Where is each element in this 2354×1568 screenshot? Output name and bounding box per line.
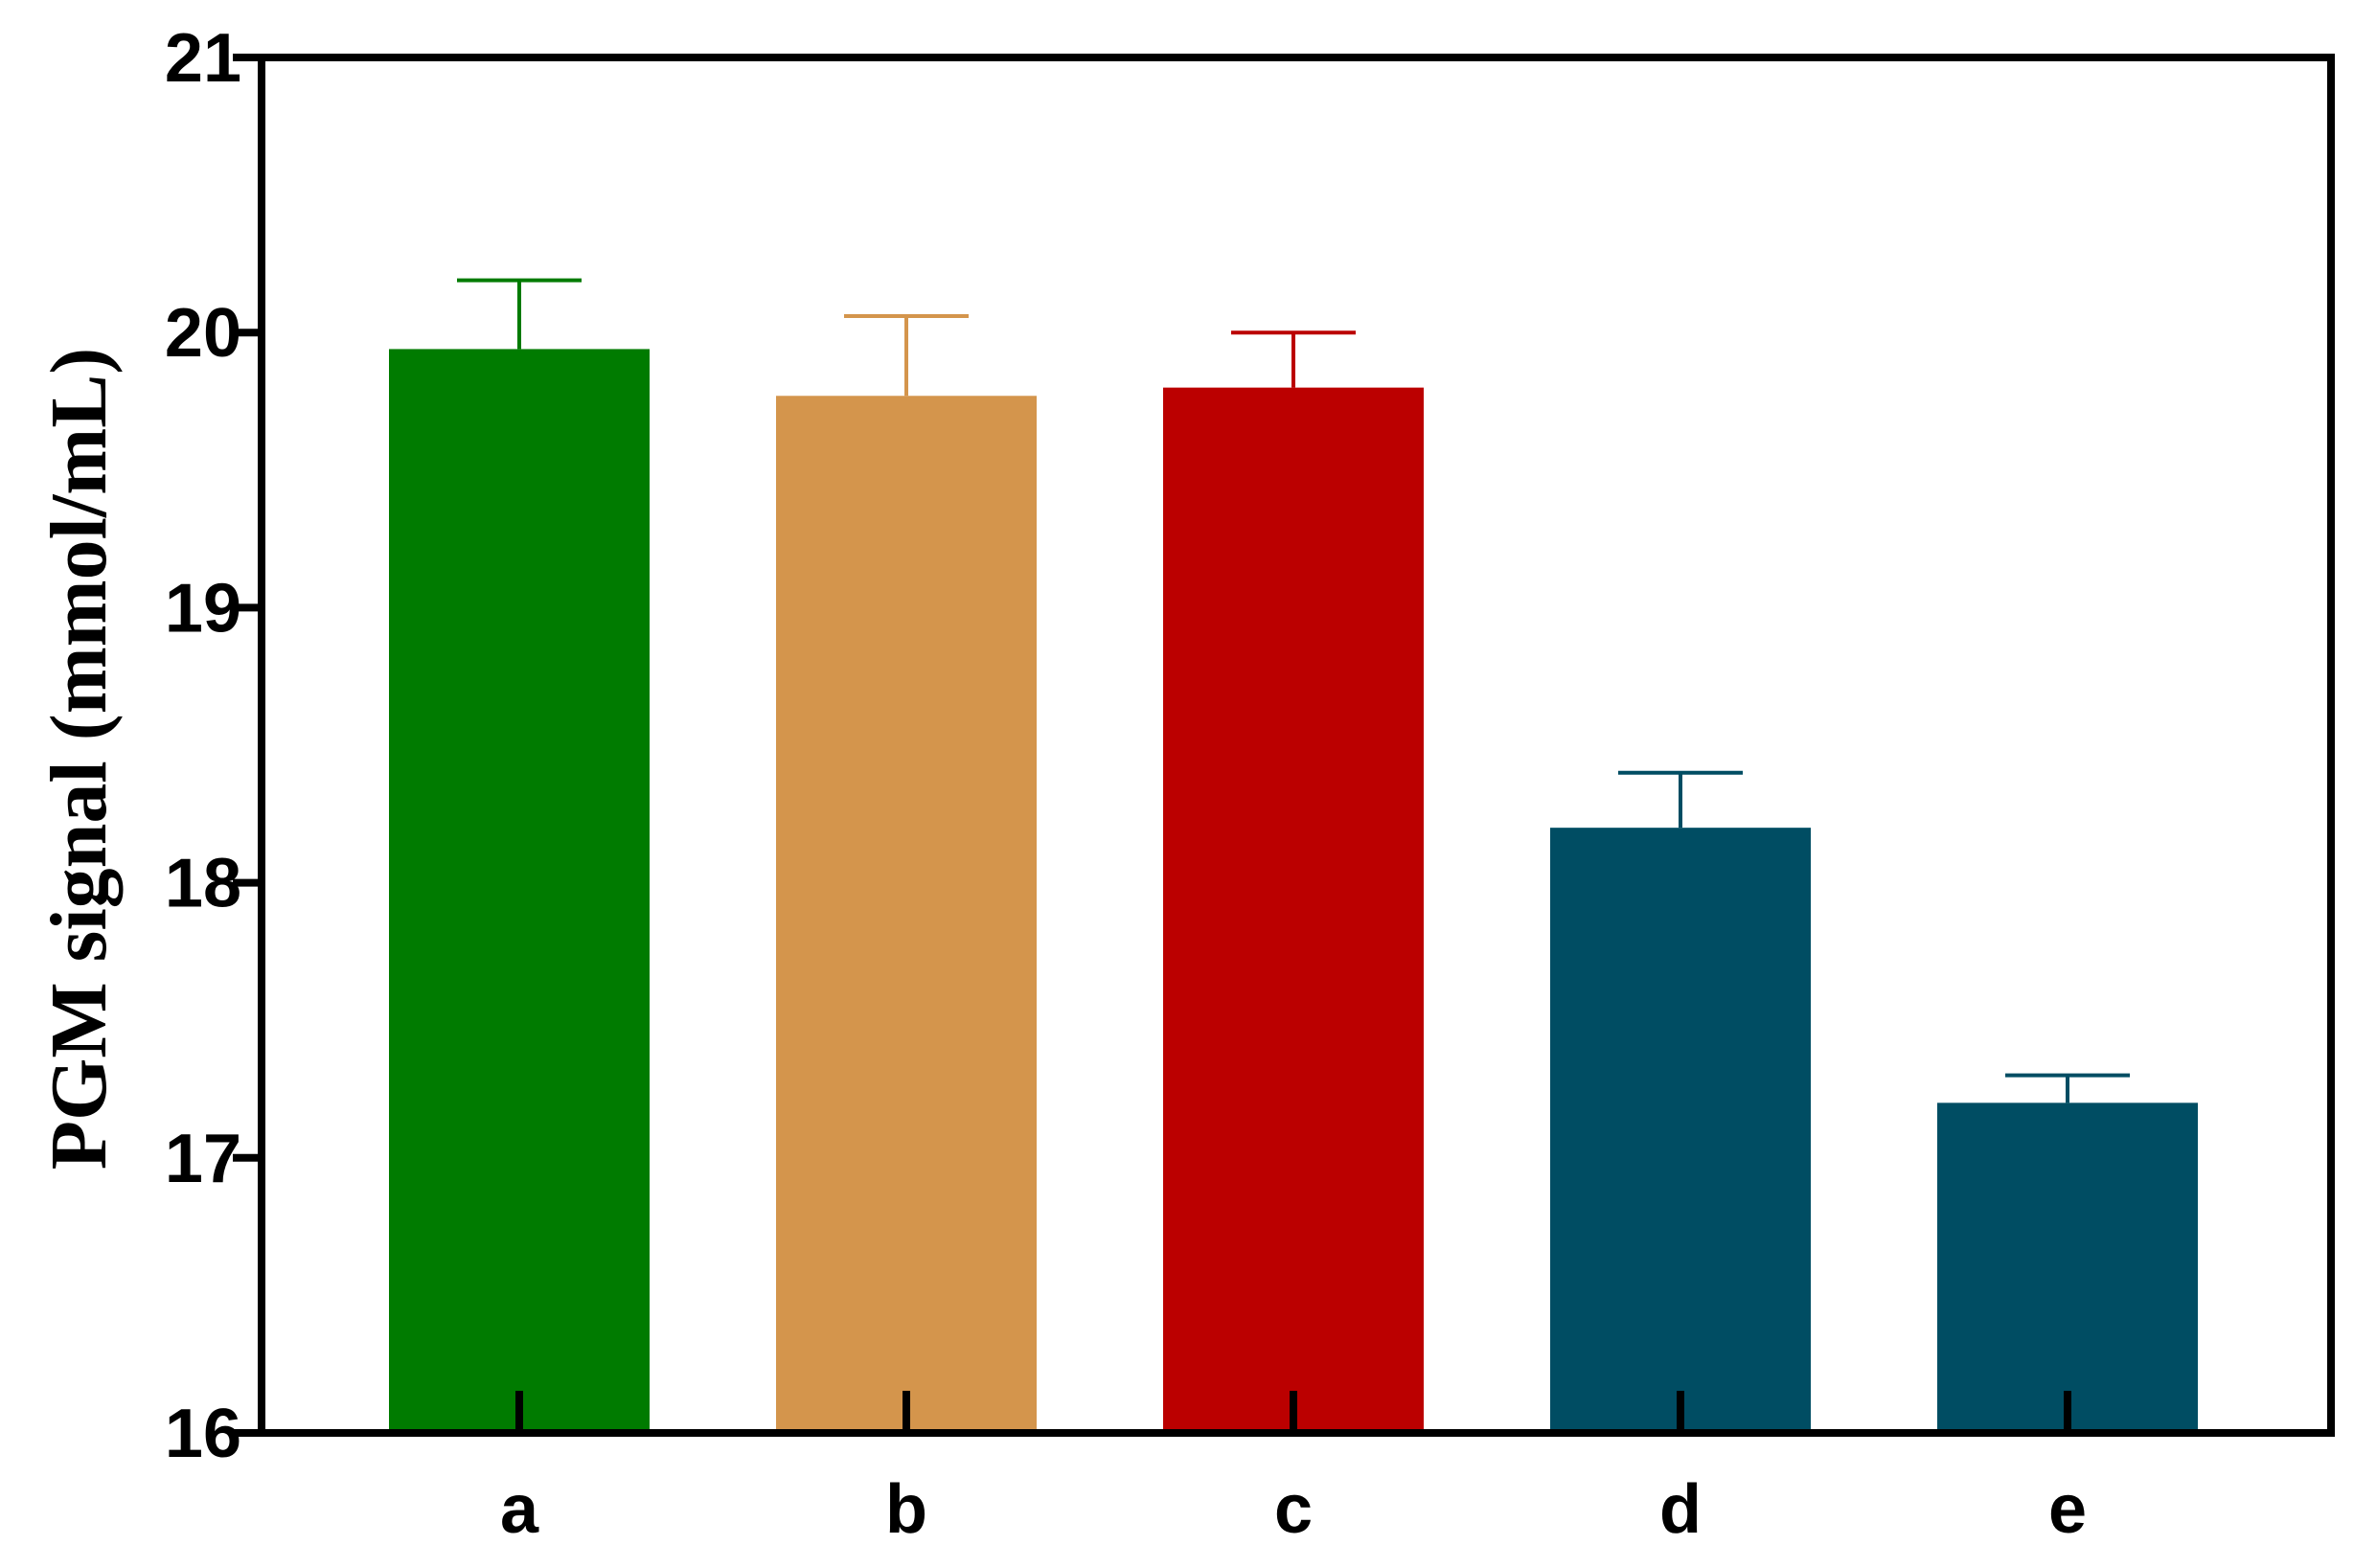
y-tick-label-19: 19 [165,570,241,647]
bar-b [776,396,1037,1434]
y-tick-label-18: 18 [165,846,241,922]
x-tick-label-c: c [1274,1471,1313,1548]
y-tick-label-21: 21 [165,20,241,97]
x-tick-label-e: e [2048,1471,2087,1548]
x-axis-tick-labels: a b c d e [500,1471,2087,1548]
y-axis-tick-labels: 16 17 18 19 20 21 [165,20,241,1472]
y-axis-title: PGM signal (mmol/mL) [34,348,124,1170]
bar-e [1937,1102,2198,1433]
axis-ticks-layer [233,54,2071,1437]
y-tick-label-20: 20 [165,295,241,372]
x-tick-label-d: d [1659,1471,1702,1548]
bar-a [389,349,650,1433]
bar-d [1550,828,1811,1433]
y-tick-label-17: 17 [165,1121,241,1197]
x-tick-label-b: b [885,1471,927,1548]
y-tick-label-16: 16 [165,1396,241,1472]
x-tick-label-a: a [500,1471,539,1548]
error-bars-layer [457,278,2130,1103]
bar-c [1163,387,1424,1433]
bars-layer [389,349,2198,1434]
